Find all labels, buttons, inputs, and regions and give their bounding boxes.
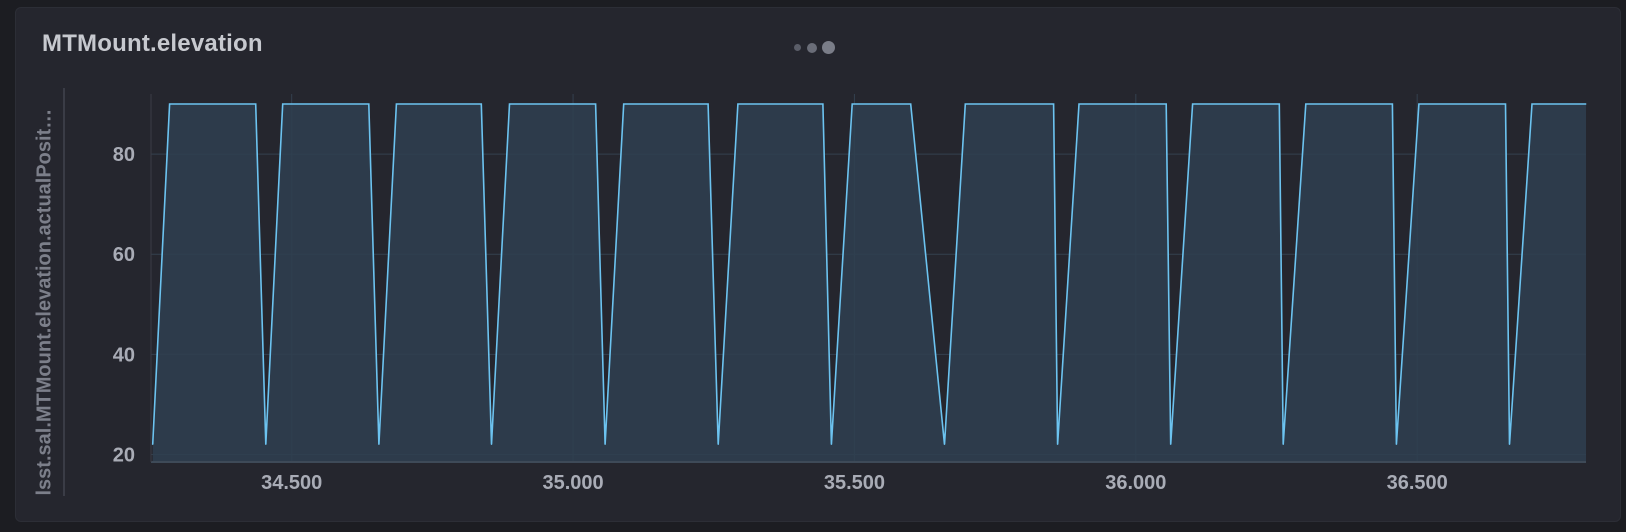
x-tick-label: 35.000	[542, 472, 603, 494]
ellipsis-drag-icon[interactable]	[794, 38, 854, 58]
data-point	[1508, 443, 1510, 445]
data-point	[1395, 443, 1397, 445]
data-point	[964, 103, 966, 105]
data-point	[255, 103, 257, 105]
data-point	[737, 103, 739, 105]
x-tick-label: 36.000	[1105, 472, 1166, 494]
data-point	[1282, 443, 1284, 445]
y-tick-label: 20	[113, 444, 135, 466]
data-point	[1053, 103, 1055, 105]
data-point	[169, 103, 171, 105]
x-tick-label: 36.500	[1387, 472, 1448, 494]
data-point	[1170, 443, 1172, 445]
data-point	[604, 443, 606, 445]
data-point	[717, 443, 719, 445]
data-point	[282, 103, 284, 105]
data-point	[1391, 103, 1393, 105]
data-point	[851, 103, 853, 105]
data-point	[152, 443, 154, 445]
data-point	[910, 103, 912, 105]
area-layer	[151, 103, 1587, 462]
axis-layer	[150, 94, 1586, 463]
y-tick-label: 60	[113, 244, 135, 266]
data-point	[480, 103, 482, 105]
data-point	[1192, 103, 1194, 105]
data-point	[508, 103, 510, 105]
data-point	[707, 103, 709, 105]
data-point	[1585, 103, 1587, 105]
data-point	[368, 103, 370, 105]
data-point	[1531, 103, 1533, 105]
panel-title: MTMount.elevation	[42, 30, 263, 57]
data-point	[265, 443, 267, 445]
data-point	[1418, 103, 1420, 105]
data-point	[1305, 103, 1307, 105]
data-point	[1505, 103, 1507, 105]
series-area-fill	[152, 104, 1587, 462]
data-point	[1057, 443, 1059, 445]
y-axis-rule	[63, 88, 65, 496]
data-point	[378, 443, 380, 445]
data-point	[1078, 103, 1080, 105]
data-point	[943, 443, 945, 445]
data-point	[395, 103, 397, 105]
data-point	[595, 103, 597, 105]
y-tick-label: 40	[113, 344, 135, 366]
y-tick-label: 80	[113, 144, 135, 166]
x-tick-label: 35.500	[824, 472, 885, 494]
tick-layer: 20 40 60 80 34.500 35.000 35.500 36.000 36.500	[113, 144, 1448, 494]
data-point	[623, 103, 625, 105]
data-point	[1278, 103, 1280, 105]
data-point	[490, 443, 492, 445]
x-tick-label: 34.500	[261, 472, 322, 494]
data-point	[1165, 103, 1167, 105]
data-point	[822, 103, 824, 105]
data-point	[830, 443, 832, 445]
